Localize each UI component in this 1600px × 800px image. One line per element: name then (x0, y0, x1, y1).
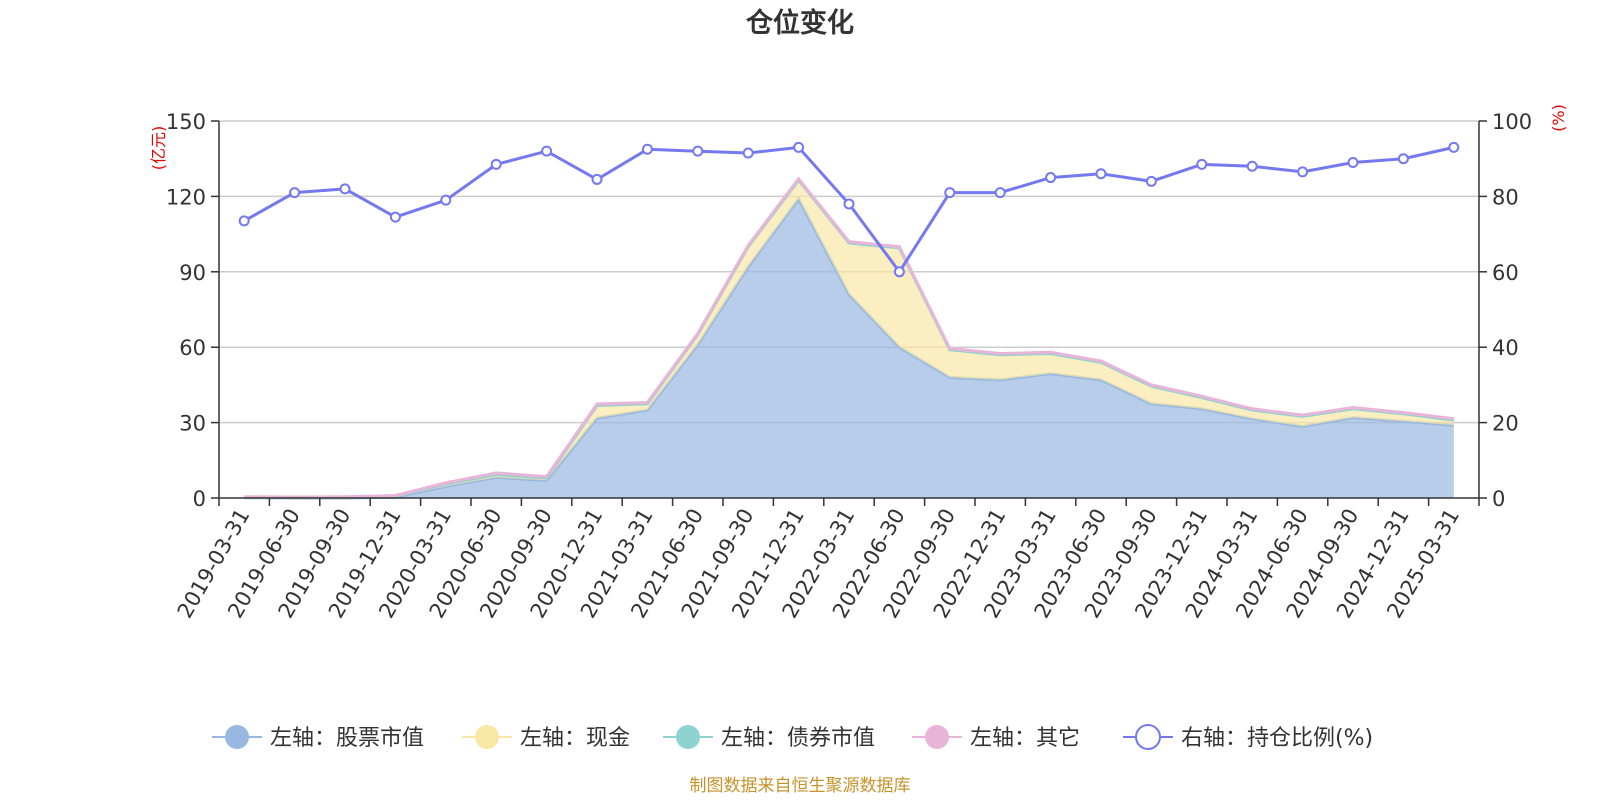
ratio-point (339, 183, 351, 195)
legend-item[interactable]: 左轴：债券市值 (663, 725, 875, 751)
right-tick-label: 40 (1492, 336, 1519, 360)
left-tick-label: 30 (179, 412, 206, 436)
ratio-point (1297, 166, 1309, 178)
legend-item[interactable]: 左轴：现金 (462, 725, 630, 751)
right-tick-label: 20 (1492, 412, 1519, 436)
legend-marker (1135, 724, 1161, 750)
ratio-point (893, 266, 905, 278)
left-tick-label: 120 (166, 185, 206, 209)
legend-marker (225, 725, 249, 749)
right-axis-unit: (%) (1549, 104, 1568, 132)
right-tick-label: 100 (1492, 110, 1532, 134)
ratio-point (641, 143, 653, 155)
ratio-point (742, 147, 754, 159)
left-tick-label: 0 (193, 487, 206, 511)
ratio-line (238, 141, 1460, 278)
stacked-areas (244, 176, 1454, 500)
legend-item[interactable]: 左轴：股票市值 (212, 725, 424, 751)
left-axis-unit: (亿元) (149, 126, 168, 171)
right-tick-label: 0 (1492, 487, 1505, 511)
legend: 左轴：股票市值 左轴：现金 左轴：债券市值 左轴：其它 右轴：持仓比例(%) (212, 724, 1373, 751)
ratio-point (1095, 168, 1107, 180)
legend-marker (475, 725, 499, 749)
right-tick-label: 80 (1492, 185, 1519, 209)
right-tick-label: 60 (1492, 261, 1519, 285)
ratio-point (1448, 141, 1460, 153)
legend-marker (676, 725, 700, 749)
ratio-point (944, 187, 956, 199)
ratio-point (440, 194, 452, 206)
data-source-note: 制图数据来自恒生聚源数据库 (690, 776, 911, 796)
ratio-point (1397, 153, 1409, 165)
ratio-point (1347, 156, 1359, 168)
legend-label: 左轴：股票市值 (270, 726, 424, 751)
ratio-point (793, 141, 805, 153)
legend-item[interactable]: 右轴：持仓比例(%) (1123, 724, 1373, 751)
legend-label: 右轴：持仓比例(%) (1181, 726, 1373, 751)
legend-item[interactable]: 左轴：其它 (912, 725, 1080, 751)
ratio-point (591, 173, 603, 185)
left-tick-label: 150 (166, 110, 206, 134)
ratio-point (1196, 158, 1208, 170)
ratio-point (1246, 160, 1258, 172)
legend-label: 左轴：其它 (970, 726, 1080, 751)
legend-marker (925, 725, 949, 749)
chart-title: 仓位变化 (745, 7, 854, 39)
area-左轴：股票市值 (244, 198, 1454, 498)
ratio-point (843, 198, 855, 210)
ratio-point (1045, 172, 1057, 184)
ratio-point (289, 187, 301, 199)
ratio-point (994, 187, 1006, 199)
ratio-point (541, 145, 553, 157)
legend-label: 左轴：债券市值 (721, 726, 875, 751)
area-line-左轴：其它 (244, 176, 1454, 499)
ratio-point (389, 211, 401, 223)
ratio-point (1145, 175, 1157, 187)
ratio-point (692, 145, 704, 157)
ratio-point (490, 158, 502, 170)
left-tick-label: 90 (179, 261, 206, 285)
legend-label: 左轴：现金 (520, 726, 630, 751)
ratio-point (238, 215, 250, 227)
left-tick-label: 60 (179, 336, 206, 360)
